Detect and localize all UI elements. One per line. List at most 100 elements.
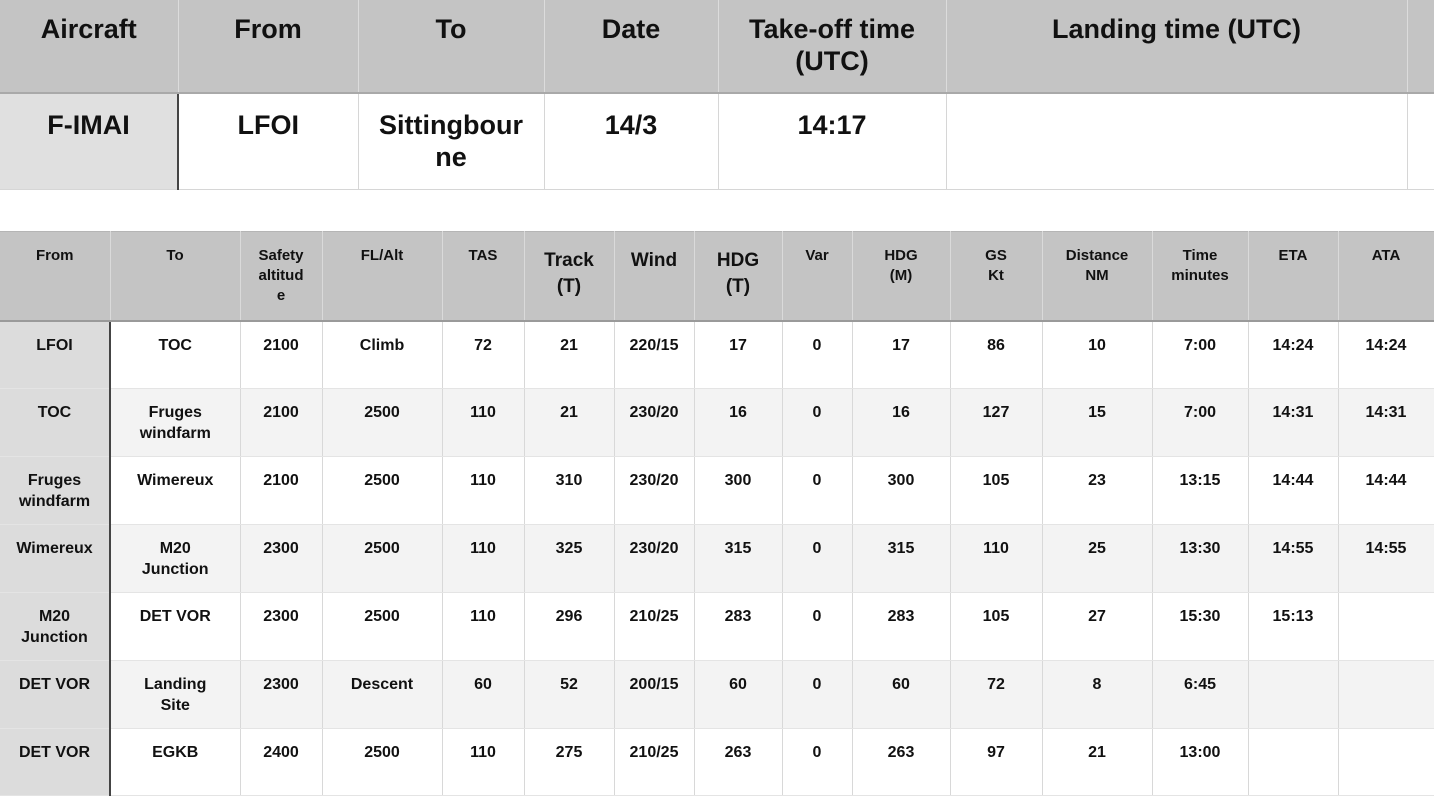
from-cell: M20 Junction — [0, 592, 111, 661]
distance-nm-cell: 25 — [1042, 524, 1153, 593]
header-line: NM — [1085, 267, 1109, 284]
table-row: LFOI TOC 2100 Climb 72 21 220/15 17 0 17 86 10 7:00 1… — [0, 320, 1434, 389]
column-header-var: Var — [782, 231, 853, 322]
time-minutes-line: 13:00 — [1179, 744, 1221, 761]
hdg-t-cell: 16 — [694, 388, 783, 457]
var-line: 0 — [812, 608, 822, 625]
table-row: Fruges windfarm Wimereux 2100 2500 110 310 230/… — [0, 456, 1434, 525]
track-t-cell: 296 — [524, 592, 615, 661]
eta-cell: 14:24 — [1248, 320, 1339, 389]
to-line: Site — [160, 697, 190, 714]
header-line: (T) — [725, 276, 751, 297]
hdg-m-line: 300 — [887, 472, 915, 489]
hdg-t-line: 17 — [729, 336, 747, 354]
fl-alt-line: 2500 — [364, 472, 400, 489]
time-minutes-cell: 7:00 — [1152, 320, 1249, 389]
time-minutes-line: 15:30 — [1179, 608, 1221, 625]
hdg-t-line: 283 — [724, 608, 752, 625]
wind-cell: 220/15 — [614, 320, 695, 389]
gs-kt-line: 86 — [987, 336, 1005, 354]
column-header-wind: Wind — [614, 231, 695, 322]
column-header-safety-altitud-e: Safety altitud e — [240, 231, 323, 322]
eta-cell: 14:31 — [1248, 388, 1339, 457]
distance-nm-cell: 8 — [1042, 660, 1153, 729]
var-cell: 0 — [782, 388, 853, 457]
table-row: DET VOR EGKB 2400 2500 110 275 210/25 263 0 263 97… — [0, 728, 1434, 796]
distance-nm-line: 15 — [1088, 404, 1106, 421]
eta-cell — [1248, 660, 1339, 729]
column-header-to: To — [110, 231, 241, 322]
gs-kt-line: 97 — [987, 744, 1005, 761]
wind-line: 230/20 — [629, 404, 679, 421]
landing-time-value — [946, 93, 1408, 190]
header-line: From — [36, 247, 74, 264]
distance-nm-line: 27 — [1088, 608, 1106, 625]
gs-kt-line: 105 — [982, 472, 1010, 489]
safety-altitude-line: 2100 — [263, 472, 299, 489]
eta-cell: 15:13 — [1248, 592, 1339, 661]
hdg-t-cell: 17 — [694, 320, 783, 389]
track-t-cell: 52 — [524, 660, 615, 729]
header-stub-cell — [1407, 0, 1434, 94]
header-line: FL/Alt — [360, 247, 404, 264]
hdg-m-line: 16 — [892, 404, 910, 421]
gs-kt-line: 110 — [983, 540, 1009, 557]
from-line: Junction — [21, 629, 88, 646]
ata-cell — [1338, 592, 1434, 661]
header-line: altitud — [258, 267, 304, 284]
hdg-m-line: 263 — [887, 744, 915, 761]
header-line: TAS — [468, 247, 498, 264]
var-cell: 0 — [782, 592, 853, 661]
route-log-table: From To Safety altitud e FL/Alt TAS Track (T) Win… — [0, 231, 1434, 796]
distance-nm-line: 8 — [1092, 676, 1102, 693]
fl-alt-cell: Climb — [322, 320, 443, 389]
flight-summary-table: Aircraft From To Date Take-off time (UTC)… — [0, 0, 1434, 190]
track-t-line: 21 — [560, 336, 578, 354]
track-t-cell: 21 — [524, 388, 615, 457]
track-t-line: 310 — [555, 472, 583, 489]
distance-nm-cell: 27 — [1042, 592, 1153, 661]
header-line: Distance — [1065, 247, 1129, 264]
fl-alt-cell: 2500 — [322, 524, 443, 593]
fl-alt-line: 2500 — [364, 744, 400, 761]
tas-line: 60 — [474, 676, 492, 693]
distance-nm-cell: 21 — [1042, 728, 1153, 796]
ata-cell: 14:55 — [1338, 524, 1434, 593]
track-t-cell: 21 — [524, 320, 615, 389]
time-minutes-cell: 15:30 — [1152, 592, 1249, 661]
fl-alt-line: 2500 — [364, 608, 400, 625]
eta-cell: 14:44 — [1248, 456, 1339, 525]
table-row: M20 Junction DET VOR 2300 2500 110 296 210/25 28… — [0, 592, 1434, 661]
wind-line: 230/20 — [629, 540, 679, 557]
table-row: DET VOR Landing Site 2300 Descent 60 52 200/15 6… — [0, 660, 1434, 729]
column-header-ata: ATA — [1338, 231, 1434, 322]
wind-cell: 230/20 — [614, 456, 695, 525]
var-cell: 0 — [782, 524, 853, 593]
aircraft-header: Aircraft — [0, 0, 179, 94]
hdg-t-cell: 283 — [694, 592, 783, 661]
column-header-track-t: Track (T) — [524, 231, 615, 322]
to-line: Junction — [141, 561, 209, 578]
wind-line: 200/15 — [629, 676, 679, 693]
to-header: To — [358, 0, 545, 94]
time-minutes-cell: 13:00 — [1152, 728, 1249, 796]
ata-cell: 14:44 — [1338, 456, 1434, 525]
var-cell: 0 — [782, 660, 853, 729]
var-line: 0 — [812, 404, 822, 421]
wind-line: 210/25 — [629, 608, 679, 625]
safety-altitude-cell: 2100 — [240, 320, 323, 389]
time-minutes-line: 7:00 — [1183, 336, 1217, 354]
time-minutes-cell: 6:45 — [1152, 660, 1249, 729]
header-line: Wind — [630, 250, 678, 271]
gs-kt-cell: 86 — [950, 320, 1043, 389]
var-cell: 0 — [782, 456, 853, 525]
header-line: GS — [985, 247, 1007, 264]
eta-line: 14:55 — [1272, 540, 1314, 557]
hdg-t-cell: 300 — [694, 456, 783, 525]
from-header: From — [178, 0, 359, 94]
eta-cell: 14:55 — [1248, 524, 1339, 593]
ata-cell: 14:24 — [1338, 320, 1434, 389]
to-line: Landing — [144, 676, 207, 693]
wind-cell: 230/20 — [614, 388, 695, 457]
ata-cell — [1338, 660, 1434, 729]
